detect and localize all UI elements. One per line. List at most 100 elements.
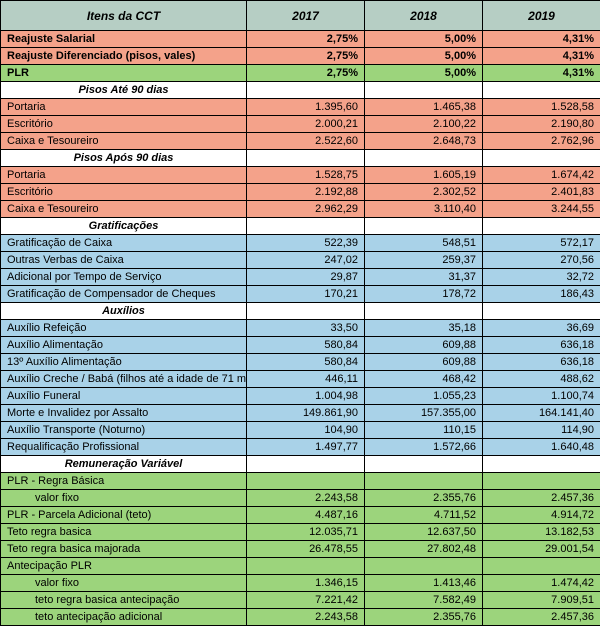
section-title: Pisos Após 90 dias <box>1 150 247 167</box>
row-value: 2.457,36 <box>483 609 600 626</box>
data-row: PLR - Regra Básica <box>1 473 600 490</box>
row-value <box>247 558 365 575</box>
section-title: Auxílios <box>1 303 247 320</box>
row-label: Reajuste Salarial <box>1 31 247 48</box>
row-value: 7.582,49 <box>365 592 483 609</box>
row-label: Adicional por Tempo de Serviço <box>1 269 247 286</box>
row-value: 2.522,60 <box>247 133 365 150</box>
data-row: teto antecipação adicional2.243,582.355,… <box>1 609 600 626</box>
row-label: Reajuste Diferenciado (pisos, vales) <box>1 48 247 65</box>
data-row: Auxílio Refeição33,5035,1836,69 <box>1 320 600 337</box>
row-value: 2.401,83 <box>483 184 600 201</box>
row-label: teto antecipação adicional <box>1 609 247 626</box>
row-value: 4,31% <box>483 31 600 48</box>
row-value: 259,37 <box>365 252 483 269</box>
section-empty <box>247 456 365 473</box>
row-value: 1.572,66 <box>365 439 483 456</box>
row-value: 29,87 <box>247 269 365 286</box>
data-row: PLR - Parcela Adicional (teto)4.487,164.… <box>1 507 600 524</box>
row-value: 446,11 <box>247 371 365 388</box>
row-label: Auxílio Funeral <box>1 388 247 405</box>
section-empty <box>483 82 600 99</box>
section-title: Gratificações <box>1 218 247 235</box>
data-row: Gratificação de Compensador de Cheques17… <box>1 286 600 303</box>
row-value: 12.637,50 <box>365 524 483 541</box>
header-year-2019: 2019 <box>483 1 600 31</box>
section-empty <box>483 218 600 235</box>
row-value: 1.004,98 <box>247 388 365 405</box>
header-year-2018: 2018 <box>365 1 483 31</box>
data-row: Requalificação Profissional1.497,771.572… <box>1 439 600 456</box>
data-row: Antecipação PLR <box>1 558 600 575</box>
row-value: 2.190,80 <box>483 116 600 133</box>
data-row: Gratificação de Caixa522,39548,51572,17 <box>1 235 600 252</box>
row-value: 110,15 <box>365 422 483 439</box>
row-value: 1.528,58 <box>483 99 600 116</box>
data-row: Escritório2.192,882.302,522.401,83 <box>1 184 600 201</box>
row-label: Requalificação Profissional <box>1 439 247 456</box>
row-label: Auxílio Refeição <box>1 320 247 337</box>
section-header: Gratificações <box>1 218 600 235</box>
row-value: 1.474,42 <box>483 575 600 592</box>
row-label: Gratificação de Caixa <box>1 235 247 252</box>
row-value: 609,88 <box>365 337 483 354</box>
data-row: teto regra basica antecipação7.221,427.5… <box>1 592 600 609</box>
data-row: Portaria1.395,601.465,381.528,58 <box>1 99 600 116</box>
data-row: Adicional por Tempo de Serviço29,8731,37… <box>1 269 600 286</box>
row-value: 1.497,77 <box>247 439 365 456</box>
row-value: 2.302,52 <box>365 184 483 201</box>
row-value: 1.605,19 <box>365 167 483 184</box>
row-value: 1.465,38 <box>365 99 483 116</box>
row-value: 13.182,53 <box>483 524 600 541</box>
row-value <box>247 473 365 490</box>
data-row: 13º Auxílio Alimentação580,84609,88636,1… <box>1 354 600 371</box>
row-label: Escritório <box>1 116 247 133</box>
row-value: 3.244,55 <box>483 201 600 218</box>
row-value: 2.355,76 <box>365 490 483 507</box>
row-value: 609,88 <box>365 354 483 371</box>
row-value <box>365 558 483 575</box>
row-value: 5,00% <box>365 48 483 65</box>
row-value: 1.528,75 <box>247 167 365 184</box>
row-value <box>365 473 483 490</box>
row-value: 2,75% <box>247 48 365 65</box>
row-value: 5,00% <box>365 31 483 48</box>
row-value: 270,56 <box>483 252 600 269</box>
row-value: 1.346,15 <box>247 575 365 592</box>
section-empty <box>247 218 365 235</box>
data-row: valor fixo1.346,151.413,461.474,42 <box>1 575 600 592</box>
row-value: 2.000,21 <box>247 116 365 133</box>
data-row: Caixa e Tesoureiro2.522,602.648,732.762,… <box>1 133 600 150</box>
data-row: Auxílio Alimentação580,84609,88636,18 <box>1 337 600 354</box>
row-label: Teto regra basica <box>1 524 247 541</box>
row-value: 1.674,42 <box>483 167 600 184</box>
row-value: 26.478,55 <box>247 541 365 558</box>
row-value: 580,84 <box>247 354 365 371</box>
row-value: 1.055,23 <box>365 388 483 405</box>
row-value: 548,51 <box>365 235 483 252</box>
row-label: Caixa e Tesoureiro <box>1 133 247 150</box>
top-row: PLR2,75%5,00%4,31% <box>1 65 600 82</box>
row-label: Antecipação PLR <box>1 558 247 575</box>
row-value: 2.962,29 <box>247 201 365 218</box>
section-empty <box>365 82 483 99</box>
row-value: 157.355,00 <box>365 405 483 422</box>
row-value: 4,31% <box>483 65 600 82</box>
row-value: 1.640,48 <box>483 439 600 456</box>
row-value: 7.909,51 <box>483 592 600 609</box>
row-value: 2,75% <box>247 31 365 48</box>
row-label: valor fixo <box>1 490 247 507</box>
row-value: 4.914,72 <box>483 507 600 524</box>
row-label: PLR - Parcela Adicional (teto) <box>1 507 247 524</box>
row-value: 1.100,74 <box>483 388 600 405</box>
row-value: 104,90 <box>247 422 365 439</box>
row-label: Morte e Invalidez por Assalto <box>1 405 247 422</box>
section-empty <box>247 82 365 99</box>
section-empty <box>365 303 483 320</box>
row-value: 636,18 <box>483 337 600 354</box>
row-value: 4,31% <box>483 48 600 65</box>
row-value: 27.802,48 <box>365 541 483 558</box>
row-value: 2.192,88 <box>247 184 365 201</box>
row-label: PLR - Regra Básica <box>1 473 247 490</box>
row-value: 2.762,96 <box>483 133 600 150</box>
